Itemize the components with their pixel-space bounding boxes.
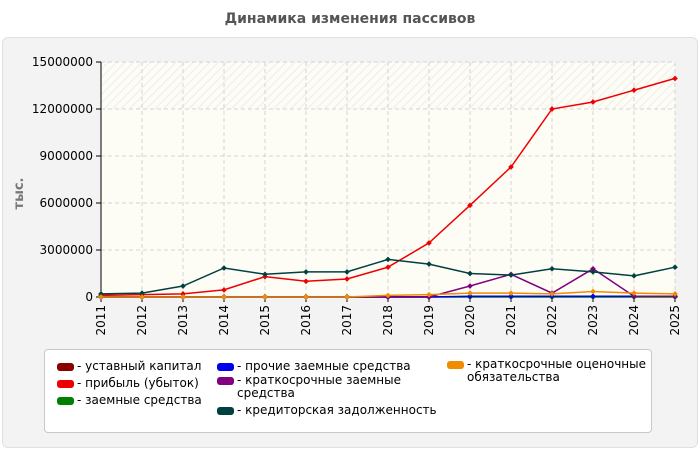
data-point xyxy=(467,283,473,289)
legend-swatch xyxy=(217,363,234,371)
legend-label: - краткосрочные заемные средства xyxy=(237,373,401,400)
x-tick-label: 2011 xyxy=(94,305,108,336)
data-point xyxy=(344,269,350,275)
legend-item-zaemnye-sredstva: - заемные средства xyxy=(57,394,202,407)
legend-swatch xyxy=(57,363,74,371)
x-tick-label: 2025 xyxy=(668,305,682,336)
data-point xyxy=(344,294,350,300)
data-point xyxy=(467,293,473,300)
data-point xyxy=(508,293,514,300)
x-tick-label: 2023 xyxy=(586,305,600,336)
legend-swatch xyxy=(217,377,234,385)
y-tick-label: 3000000 xyxy=(40,243,93,257)
x-tick-label: 2015 xyxy=(258,305,272,336)
legend-item-ustavnyi-kapital: - уставный капитал xyxy=(57,360,201,373)
data-point xyxy=(139,290,145,296)
legend-item-kratkosrochnye-zaemnye: - краткосрочные заемные средства xyxy=(217,374,407,400)
data-point xyxy=(549,265,555,272)
data-point xyxy=(385,292,391,299)
data-point xyxy=(303,278,309,285)
data-point xyxy=(590,288,596,295)
legend-label: - заемные средства xyxy=(77,393,202,407)
data-point xyxy=(385,264,391,271)
data-point xyxy=(590,293,596,300)
x-tick-label: 2013 xyxy=(176,305,190,336)
y-tick-label: 12000000 xyxy=(32,102,93,116)
x-tick-label: 2016 xyxy=(299,305,313,336)
data-point xyxy=(672,264,678,271)
data-point xyxy=(98,294,104,300)
data-point xyxy=(385,256,391,263)
data-point xyxy=(426,240,432,246)
data-point xyxy=(631,290,637,296)
y-axis-label: тыс. xyxy=(12,178,27,210)
data-point xyxy=(549,106,555,112)
data-point xyxy=(467,270,473,277)
data-point xyxy=(180,294,186,300)
data-point xyxy=(221,287,227,293)
data-point xyxy=(549,291,555,297)
legend: - уставный капитал - прибыль (убыток) - … xyxy=(44,349,652,433)
data-point xyxy=(221,294,227,300)
legend-item-pribyl: - прибыль (убыток) xyxy=(57,377,199,390)
y-tick-label: 15000000 xyxy=(32,55,93,69)
y-tick-label: 9000000 xyxy=(40,149,93,163)
legend-swatch xyxy=(57,397,74,405)
legend-item-otsenochnye: - краткосрочные оценочные обязательства xyxy=(447,358,647,384)
data-point xyxy=(467,290,473,296)
data-point xyxy=(631,273,637,279)
data-point xyxy=(467,202,473,209)
x-tick-label: 2019 xyxy=(422,305,436,336)
data-point xyxy=(139,294,145,300)
data-point xyxy=(180,291,186,297)
x-tick-label: 2020 xyxy=(463,305,477,336)
data-point xyxy=(508,164,514,170)
data-point xyxy=(344,276,350,282)
x-tick-label: 2024 xyxy=(627,305,641,336)
legend-label: - прочие заемные средства xyxy=(237,359,411,373)
data-point xyxy=(672,291,678,297)
data-point xyxy=(590,269,596,275)
x-tick-label: 2021 xyxy=(504,305,518,336)
legend-item-kreditorskaya: - кредиторская задолженность xyxy=(217,404,437,417)
data-point xyxy=(303,294,309,300)
x-tick-label: 2022 xyxy=(545,305,559,336)
legend-label: - прибыль (убыток) xyxy=(77,376,199,390)
data-point xyxy=(590,265,596,272)
data-point xyxy=(303,269,309,275)
data-point xyxy=(672,75,678,82)
legend-label: - краткосрочные оценочные обязательства xyxy=(467,357,646,384)
legend-swatch xyxy=(57,380,74,388)
data-point xyxy=(508,272,514,278)
x-tick-label: 2018 xyxy=(381,305,395,336)
data-point xyxy=(180,283,186,289)
x-tick-label: 2017 xyxy=(340,305,354,336)
data-point xyxy=(98,291,104,297)
x-tick-label: 2012 xyxy=(135,305,149,336)
y-tick-label: 6000000 xyxy=(40,196,93,210)
data-point xyxy=(590,99,596,105)
data-point xyxy=(262,294,268,300)
legend-item-prochie-zaemnye: - прочие заемные средства xyxy=(217,360,411,373)
data-point xyxy=(221,265,227,271)
legend-label: - кредиторская задолженность xyxy=(237,403,437,417)
legend-swatch xyxy=(447,361,464,369)
chart-title: Динамика изменения пассивов xyxy=(224,11,476,27)
data-point xyxy=(426,261,432,267)
x-tick-label: 2014 xyxy=(217,305,231,336)
data-point xyxy=(262,271,268,278)
data-point xyxy=(631,87,637,94)
data-point xyxy=(508,290,514,296)
legend-label: - уставный капитал xyxy=(77,359,202,373)
data-point xyxy=(631,293,637,300)
y-tick-label: 0 xyxy=(85,290,93,304)
data-point xyxy=(426,291,432,298)
legend-swatch xyxy=(217,407,234,415)
